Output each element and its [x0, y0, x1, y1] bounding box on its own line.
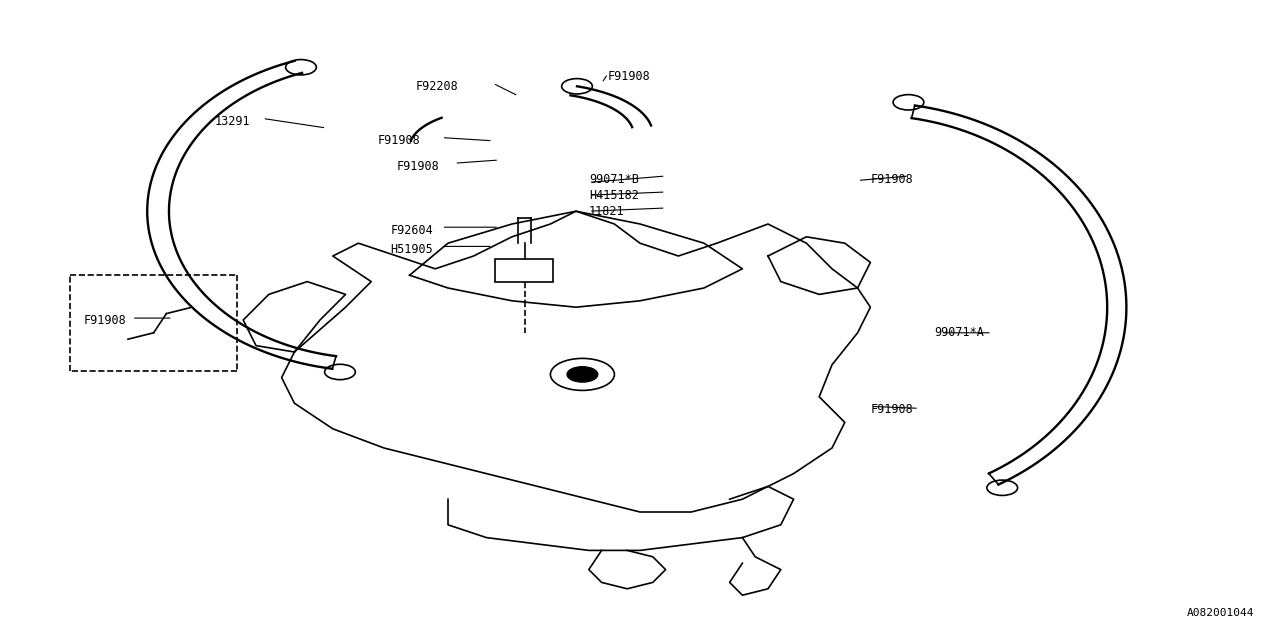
- Circle shape: [567, 367, 598, 382]
- Text: 99071*A: 99071*A: [934, 326, 984, 339]
- Text: F92604: F92604: [390, 224, 433, 237]
- Text: 13291: 13291: [215, 115, 251, 128]
- Text: H415182: H415182: [589, 189, 639, 202]
- Text: F91908: F91908: [870, 403, 913, 416]
- Bar: [495, 259, 553, 282]
- Text: F91908: F91908: [397, 160, 439, 173]
- Text: 99071*B: 99071*B: [589, 173, 639, 186]
- Text: 11821: 11821: [589, 205, 625, 218]
- Text: A082001044: A082001044: [1187, 607, 1254, 618]
- Text: F92208: F92208: [416, 80, 458, 93]
- Text: F91908: F91908: [83, 314, 125, 326]
- Text: F91908: F91908: [608, 70, 650, 83]
- Text: F91908: F91908: [378, 134, 420, 147]
- Text: F91908: F91908: [870, 173, 913, 186]
- Text: H51905: H51905: [390, 243, 433, 256]
